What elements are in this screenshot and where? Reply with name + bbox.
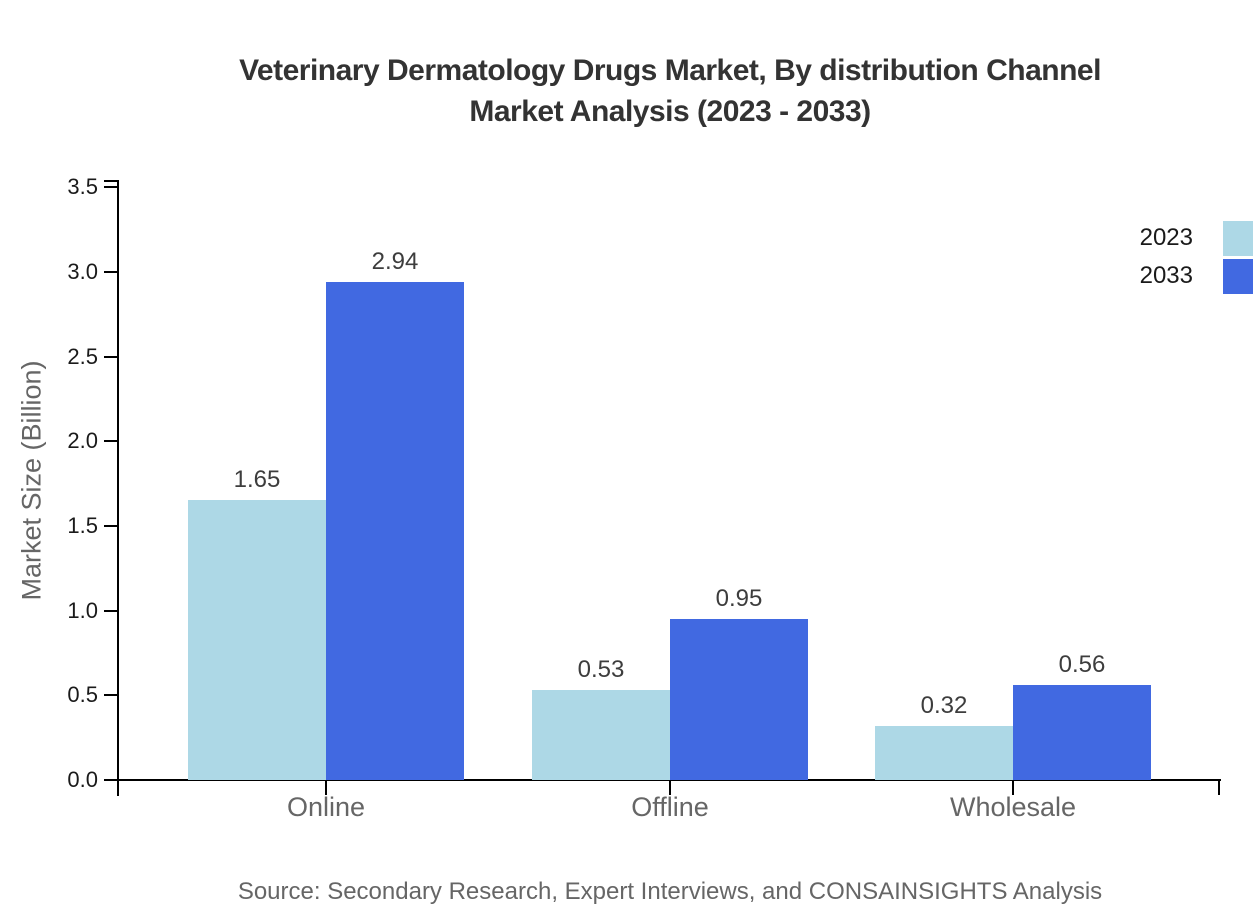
bar-2033-online: [326, 281, 464, 780]
y-tick-label: 1.5: [67, 512, 98, 538]
y-tick-label: 2.0: [67, 428, 98, 454]
x-tick-mark: [325, 781, 327, 795]
y-tick-mark: [104, 779, 118, 781]
y-axis-spine: [117, 181, 119, 796]
value-label-2023-offline: 0.53: [577, 656, 625, 684]
x-tick-mark: [669, 781, 671, 795]
y-tick-mark: [104, 694, 118, 697]
y-tick-label: 0.0: [67, 767, 98, 792]
legend-label-2033: 2033: [1139, 261, 1193, 289]
bar-2033-offline: [670, 619, 808, 780]
y-tick-label: 3.5: [67, 174, 98, 200]
y-tick-mark: [104, 609, 118, 612]
x-category-label: Online: [286, 792, 366, 822]
x-axis-spine: [106, 779, 1221, 781]
bar-2023-offline: [532, 690, 670, 780]
value-label-2023-wholesale: 0.32: [920, 691, 968, 719]
y-tick-mark: [104, 440, 118, 443]
y-tick-label: 1.0: [67, 597, 98, 623]
y-tick-mark: [104, 524, 118, 527]
y-tick-mark: [104, 186, 118, 189]
bar-2033-wholesale: [1013, 685, 1151, 780]
y-axis-top-cap: [104, 180, 119, 182]
value-label-2033-wholesale: 0.56: [1058, 651, 1106, 679]
x-category-label: Offline: [631, 792, 709, 822]
legend-swatch-2033: [1223, 258, 1253, 294]
y-tick-mark: [104, 355, 118, 358]
chart-title: Veterinary Dermatology Drugs Market, By …: [80, 50, 1260, 132]
y-tick-mark: [104, 270, 118, 273]
x-axis-end-tick: [1218, 781, 1220, 795]
y-axis-title: Market Size (Billion): [16, 360, 47, 601]
chart-title-line2: Market Analysis (2023 - 2033): [469, 95, 871, 128]
y-tick-label: 2.5: [67, 343, 98, 369]
bar-2023-online: [188, 500, 326, 780]
chart-title-line1: Veterinary Dermatology Drugs Market, By …: [239, 54, 1101, 87]
bar-2023-wholesale: [875, 725, 1013, 780]
x-category-label: Wholesale: [949, 792, 1077, 822]
value-label-2033-online: 2.94: [371, 247, 419, 275]
y-tick-label: 0.5: [67, 682, 98, 708]
legend-label-2023: 2023: [1139, 224, 1193, 251]
value-label-2023-online: 1.65: [233, 466, 281, 494]
legend-swatch-2023: [1223, 221, 1253, 256]
x-tick-mark: [1012, 781, 1014, 795]
y-tick-label: 3.0: [67, 258, 98, 284]
source-note: Source: Secondary Research, Expert Inter…: [237, 878, 1103, 905]
value-label-2033-offline: 0.95: [715, 585, 763, 613]
